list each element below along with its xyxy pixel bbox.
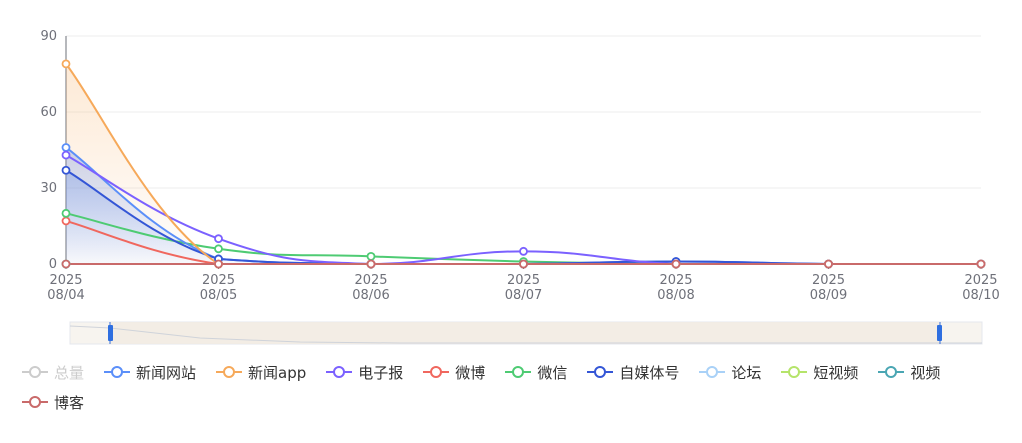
y-tick-label: 0 bbox=[49, 257, 57, 272]
data-point-10-1[interactable] bbox=[214, 259, 223, 269]
y-tick-label: 30 bbox=[40, 181, 57, 196]
data-point-6-0[interactable] bbox=[61, 165, 71, 175]
legend: 总量 新闻网站 新闻app 电子报 微博 微信 自媒体号 论坛 短视频 视频博客 bbox=[22, 362, 1012, 412]
legend-item-0[interactable]: 总量 bbox=[22, 362, 84, 382]
x-tick-label: 2025 08/10 bbox=[962, 273, 999, 303]
data-zoom-slider[interactable] bbox=[69, 321, 983, 345]
data-zoom-preview-line bbox=[69, 325, 982, 344]
legend-item-7[interactable]: 论坛 bbox=[699, 362, 761, 382]
grid-lines bbox=[66, 35, 981, 189]
data-point-10-5[interactable] bbox=[824, 259, 833, 269]
legend-item-3[interactable]: 电子报 bbox=[326, 362, 403, 382]
legend-label: 博客 bbox=[54, 393, 85, 412]
legend-label: 新闻网站 bbox=[136, 363, 197, 382]
legend-label: 总量 bbox=[54, 363, 85, 382]
data-point-3-3[interactable] bbox=[519, 246, 528, 256]
legend-marker-icon bbox=[505, 366, 532, 378]
data-point-10-0[interactable] bbox=[61, 259, 71, 269]
y-axis-ticks: 0 30 60 90 bbox=[40, 29, 57, 272]
series-line-2 bbox=[65, 63, 981, 266]
legend-marker-icon bbox=[22, 396, 48, 408]
legend-item-1[interactable]: 新闻网站 bbox=[104, 362, 196, 382]
y-tick-label: 60 bbox=[40, 105, 57, 120]
data-point-3-1[interactable] bbox=[214, 234, 223, 244]
legend-marker-icon bbox=[216, 366, 243, 378]
legend-label: 微信 bbox=[537, 363, 568, 382]
data-point-10-2[interactable] bbox=[366, 259, 376, 269]
x-tick-label: 2025 08/07 bbox=[505, 273, 542, 303]
data-point-10-3[interactable] bbox=[519, 259, 528, 269]
legend-label: 电子报 bbox=[358, 363, 404, 382]
x-tick-label: 2025 08/09 bbox=[810, 273, 847, 303]
x-tick-label: 2025 08/05 bbox=[200, 273, 237, 303]
legend-marker-icon bbox=[326, 366, 353, 378]
legend-label: 自媒体号 bbox=[619, 363, 680, 382]
data-zoom-left-handle[interactable] bbox=[108, 325, 113, 341]
legend-marker-icon bbox=[104, 366, 131, 378]
data-point-3-0[interactable] bbox=[61, 150, 71, 160]
data-zoom-right-handle[interactable] bbox=[937, 325, 942, 341]
data-point-10-6[interactable] bbox=[976, 259, 986, 269]
legend-marker-icon bbox=[699, 366, 726, 378]
legend-item-6[interactable]: 自媒体号 bbox=[587, 362, 679, 382]
series-areas bbox=[66, 63, 981, 264]
legend-item-4[interactable]: 微博 bbox=[423, 362, 485, 382]
legend-label: 视频 bbox=[910, 363, 941, 382]
legend-marker-icon bbox=[878, 366, 905, 378]
legend-marker-icon bbox=[587, 366, 614, 378]
series-lines bbox=[65, 63, 981, 266]
data-point-2-0[interactable] bbox=[61, 59, 71, 69]
y-tick-label: 90 bbox=[40, 29, 57, 44]
legend-label: 论坛 bbox=[731, 363, 762, 382]
legend-label: 新闻app bbox=[248, 363, 307, 382]
legend-label: 短视频 bbox=[813, 363, 859, 382]
legend-item-8[interactable]: 短视频 bbox=[781, 362, 858, 382]
legend-marker-icon bbox=[781, 366, 808, 378]
legend-item-10[interactable]: 博客 bbox=[22, 392, 84, 412]
x-tick-label: 2025 08/04 bbox=[47, 273, 84, 303]
legend-item-5[interactable]: 微信 bbox=[505, 362, 567, 382]
legend-item-9[interactable]: 视频 bbox=[878, 362, 940, 382]
data-zoom-selection[interactable] bbox=[110, 322, 940, 344]
legend-marker-icon bbox=[22, 366, 48, 378]
x-tick-label: 2025 08/08 bbox=[657, 273, 694, 303]
x-tick-label: 2025 08/06 bbox=[352, 273, 389, 303]
legend-marker-icon bbox=[423, 366, 450, 378]
data-point-10-4[interactable] bbox=[671, 259, 681, 269]
data-point-5-2[interactable] bbox=[366, 251, 376, 261]
legend-item-2[interactable]: 新闻app bbox=[216, 362, 306, 382]
data-point-5-1[interactable] bbox=[214, 244, 223, 254]
series-points bbox=[61, 59, 986, 269]
data-point-1-0[interactable] bbox=[61, 143, 71, 152]
series-area-2 bbox=[66, 63, 981, 264]
data-point-5-0[interactable] bbox=[61, 208, 71, 218]
data-point-4-0[interactable] bbox=[61, 216, 71, 226]
legend-label: 微博 bbox=[455, 363, 486, 382]
